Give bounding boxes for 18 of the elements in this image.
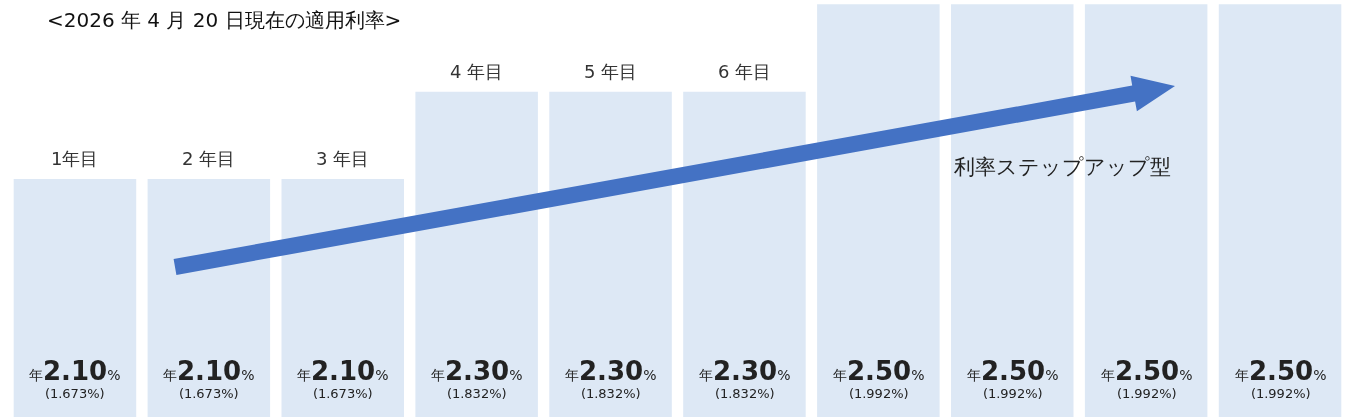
data-label: 年2.30% (1.832%) (431, 356, 523, 402)
data-label: 年2.30% (1.832%) (565, 356, 657, 402)
x-tick-label: 6 年目 (718, 61, 772, 82)
x-tick-label: 1年目 (51, 148, 99, 169)
x-tick-label: 5 年目 (584, 61, 638, 82)
data-label: 年2.10% (1.673%) (163, 356, 255, 402)
data-label: 年2.50% (1.992%) (1101, 356, 1193, 402)
data-label: 年2.50% (1.992%) (1235, 356, 1327, 402)
x-tick-label: 3 年目 (316, 148, 370, 169)
data-label: 年2.50% (1.992%) (833, 356, 925, 402)
x-tick-label: 4 年目 (450, 61, 504, 82)
x-tick-label: 2 年目 (182, 148, 236, 169)
chart-title: <2026 年 4 月 20 日現在の適用利率> (47, 8, 402, 32)
data-label: 年2.10% (1.673%) (297, 356, 389, 402)
data-label: 年2.30% (1.832%) (699, 356, 791, 402)
data-label: 年2.10% (1.673%) (29, 356, 121, 402)
annotation: 利率ステップアップ型 (954, 155, 1171, 179)
data-label: 年2.50% (1.992%) (967, 356, 1059, 402)
